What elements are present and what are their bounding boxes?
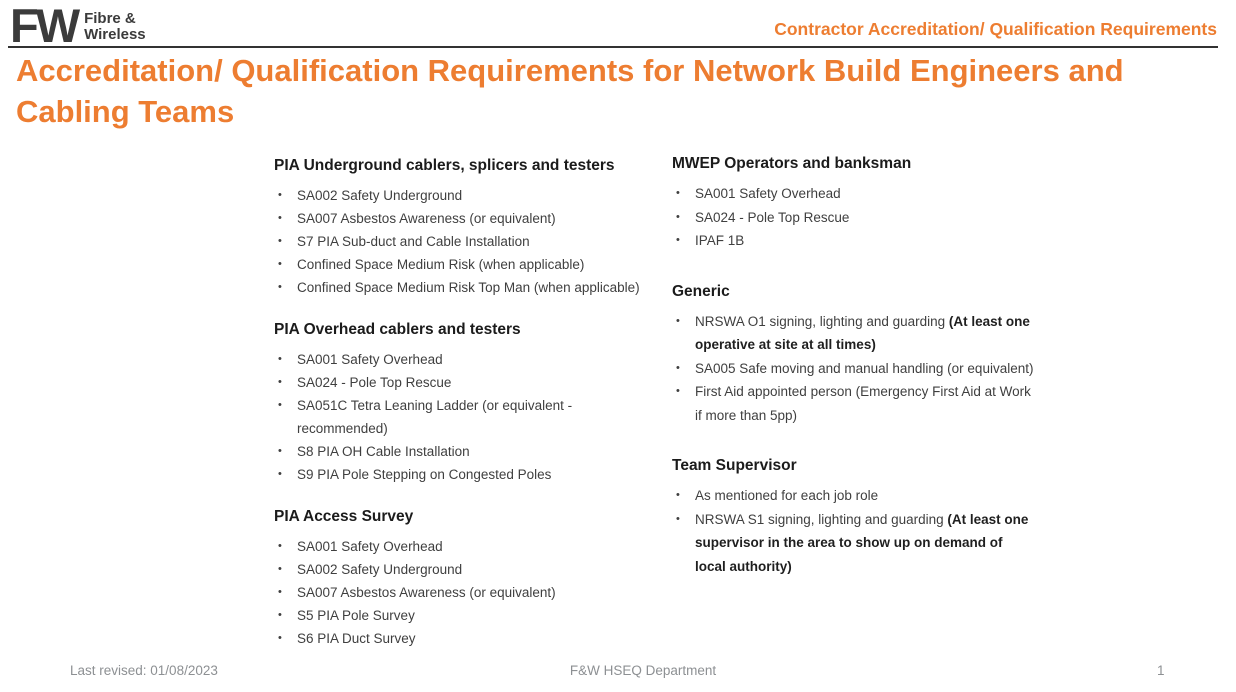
bullet-icon: •	[676, 512, 680, 525]
bullet-icon: •	[278, 212, 282, 224]
header-divider	[8, 46, 1218, 48]
bullet-icon: •	[278, 540, 282, 552]
logo-line1: Fibre &	[84, 10, 136, 27]
requirements-section: PIA Access Survey • SA001 Safety Overhead •…	[274, 507, 666, 650]
bullet-item: • SA001 Safety Overhead	[672, 182, 1037, 206]
bullet-item: • Confined Space Medium Risk (when applic…	[274, 253, 666, 276]
bullet-item: • First Aid appointed person (Emergency F…	[672, 380, 1037, 427]
bullet-item: • NRSWA O1 signing, lighting and guarding…	[672, 310, 1037, 357]
requirements-section: Generic • NRSWA O1 signing, lighting and g…	[672, 282, 1037, 428]
bullet-icon: •	[676, 489, 680, 501]
bullet-item: • SA051C Tetra Leaning Ladder (or equival…	[274, 394, 666, 440]
bullet-icon: •	[676, 314, 680, 327]
bullet-text: As mentioned for each job role	[695, 488, 879, 503]
bullet-item: • SA001 Safety Overhead	[274, 535, 666, 558]
bullet-item: • S7 PIA Sub-duct and Cable Installation	[274, 230, 666, 253]
requirements-section: PIA Overhead cablers and testers • SA001 S…	[274, 320, 666, 486]
bullet-icon: •	[278, 586, 282, 598]
section-title: Generic	[672, 282, 730, 300]
company-logo: FW Fibre & Wireless	[10, 0, 146, 52]
footer-last-revised: Last revised: 01/08/2023	[70, 663, 218, 678]
bullet-text: S6 PIA Duct Survey	[297, 631, 416, 646]
bullet-item: • NRSWA S1 signing, lighting and guarding…	[672, 508, 1037, 579]
bullet-text: SA024 - Pole Top Rescue	[297, 375, 452, 390]
section-title: PIA Overhead cablers and testers	[274, 321, 521, 338]
bullet-text: S9 PIA Pole Stepping on Congested Poles	[297, 467, 552, 482]
bullet-text: S7 PIA Sub-duct and Cable Installation	[297, 234, 530, 249]
bullet-item: • SA007 Asbestos Awareness (or equivalent…	[274, 207, 666, 230]
bullet-text: SA001 Safety Overhead	[297, 352, 443, 367]
bullet-item: • As mentioned for each job role	[672, 484, 1037, 508]
bullet-icon: •	[676, 210, 680, 223]
bullet-text: SA005 Safe moving and manual handling (o…	[695, 360, 1034, 376]
bullet-icon: •	[676, 361, 680, 374]
bullet-icon: •	[278, 609, 282, 621]
bullet-text: SA024 - Pole Top Rescue	[695, 209, 850, 225]
document-header: Contractor Accreditation/ Qualification …	[774, 19, 1217, 39]
bullet-text: NRSWA O1 signing, lighting and guarding …	[695, 313, 1030, 353]
bullet-icon: •	[278, 632, 282, 644]
bullet-icon: •	[278, 468, 282, 480]
bullet-icon: •	[676, 385, 680, 397]
footer-page-number: 1	[1157, 663, 1165, 678]
bullet-icon: •	[278, 258, 282, 270]
bullet-text: SA001 Safety Overhead	[297, 539, 443, 554]
bullet-icon: •	[278, 235, 282, 247]
bullet-item: • SA024 - Pole Top Rescue	[274, 371, 666, 394]
bullet-item: • SA005 Safe moving and manual handling (…	[672, 357, 1037, 381]
bullet-icon: •	[278, 445, 282, 457]
bullet-item: • SA001 Safety Overhead	[274, 348, 666, 371]
page-title: Accreditation/ Qualification Requirement…	[16, 53, 1124, 129]
bullet-item: • SA002 Safety Underground	[274, 558, 666, 581]
bullet-text: SA051C Tetra Leaning Ladder (or equivale…	[297, 398, 573, 436]
bullet-text: Confined Space Medium Risk (when applica…	[297, 257, 585, 272]
bullet-text: SA002 Safety Underground	[297, 188, 463, 203]
bullet-icon: •	[676, 234, 680, 246]
bullet-text: SA007 Asbestos Awareness (or equivalent)	[297, 585, 556, 600]
requirements-section: Team Supervisor • As mentioned for each jo…	[672, 456, 1037, 578]
footer-department: F&W HSEQ Department	[569, 663, 717, 678]
column-right: MWEP Operators and banksman • SA001 Safety…	[672, 154, 1037, 607]
bullet-text: IPAF 1B	[695, 233, 745, 248]
section-title: PIA Underground cablers, splicers and te…	[274, 157, 615, 174]
bullet-item: • Confined Space Medium Risk Top Man (whe…	[274, 276, 666, 299]
bullet-icon: •	[278, 376, 282, 388]
logo-wordmark: Fibre & Wireless	[84, 11, 146, 43]
bullet-item: • SA024 - Pole Top Rescue	[672, 206, 1037, 230]
logo-fw-mark: FW	[10, 0, 80, 52]
bullet-item: • S8 PIA OH Cable Installation	[274, 440, 666, 463]
section-title: MWEP Operators and banksman	[672, 155, 912, 172]
bullet-icon: •	[676, 187, 680, 199]
requirements-section: PIA Underground cablers, splicers and te…	[274, 156, 666, 299]
bullet-item: • S6 PIA Duct Survey	[274, 627, 666, 650]
bullet-text: First Aid appointed person (Emergency Fi…	[695, 384, 1031, 423]
bullet-text: S5 PIA Pole Survey	[297, 608, 415, 623]
bullet-item: • S9 PIA Pole Stepping on Congested Poles	[274, 463, 666, 486]
bullet-text: SA001 Safety Overhead	[695, 186, 841, 201]
logo-line2: Wireless	[84, 26, 146, 43]
bullet-text: SA007 Asbestos Awareness (or equivalent)	[297, 211, 556, 226]
requirements-section: MWEP Operators and banksman • SA001 Safety…	[672, 154, 1037, 253]
bullet-text: NRSWA S1 signing, lighting and guarding …	[695, 511, 1029, 574]
bullet-item: • SA007 Asbestos Awareness (or equivalent…	[274, 581, 666, 604]
column-left: PIA Underground cablers, splicers and te…	[274, 156, 666, 671]
bullet-icon: •	[278, 399, 282, 411]
bullet-item: • S5 PIA Pole Survey	[274, 604, 666, 627]
bullet-item: • SA002 Safety Underground	[274, 184, 666, 207]
section-title: PIA Access Survey	[274, 508, 414, 525]
bullet-item: • IPAF 1B	[672, 229, 1037, 253]
bullet-text: Confined Space Medium Risk Top Man (when…	[297, 280, 640, 295]
bullet-icon: •	[278, 189, 282, 201]
bullet-text: SA002 Safety Underground	[297, 562, 463, 577]
bullet-text: S8 PIA OH Cable Installation	[297, 444, 470, 459]
bullet-icon: •	[278, 353, 282, 365]
section-title: Team Supervisor	[672, 457, 797, 474]
bullet-icon: •	[278, 563, 282, 575]
bullet-icon: •	[278, 281, 282, 293]
